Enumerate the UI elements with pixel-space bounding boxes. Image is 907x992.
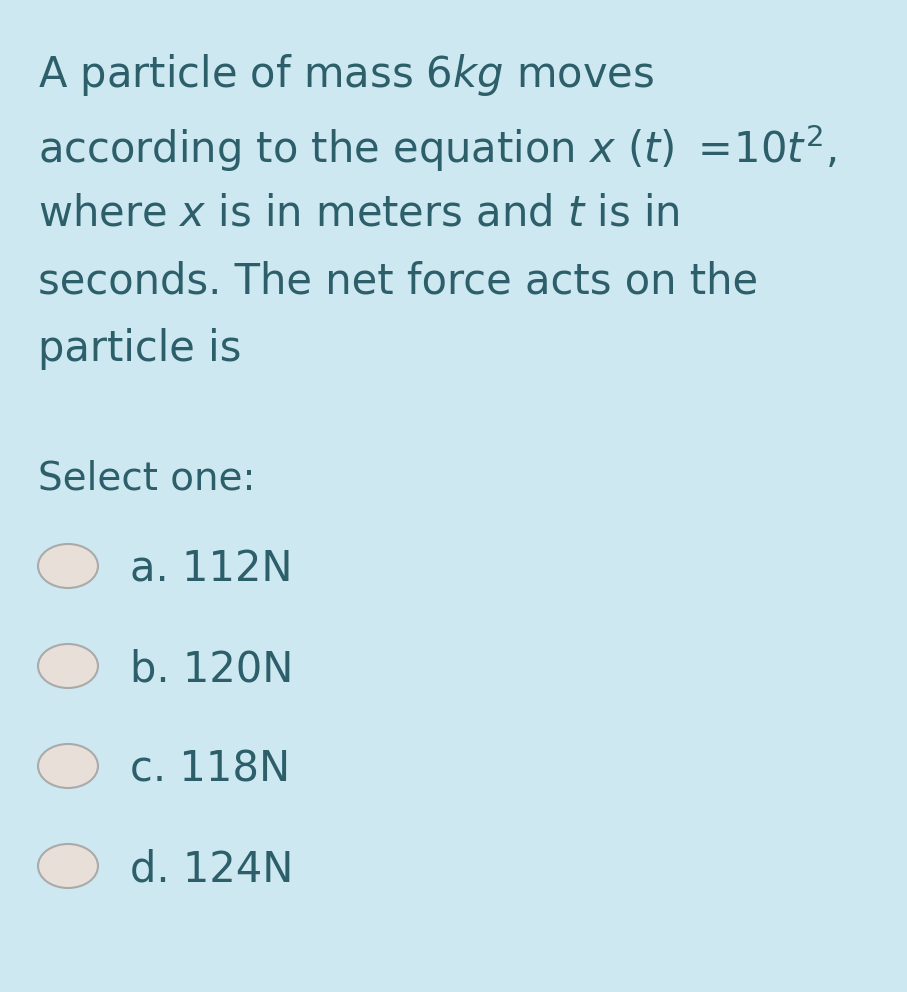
Ellipse shape bbox=[38, 544, 98, 588]
Ellipse shape bbox=[38, 844, 98, 888]
Text: Select one:: Select one: bbox=[38, 460, 256, 498]
Ellipse shape bbox=[38, 744, 98, 788]
Text: seconds. The net force acts on the: seconds. The net force acts on the bbox=[38, 260, 758, 302]
Text: according to the equation $\mathit{x}$ $(\mathit{t})$ $=\!10\mathit{t}^{2},$: according to the equation $\mathit{x}$ $… bbox=[38, 122, 836, 174]
Text: b. 120N: b. 120N bbox=[130, 648, 293, 690]
Ellipse shape bbox=[38, 644, 98, 688]
Text: c. 118N: c. 118N bbox=[130, 748, 290, 790]
Text: d. 124N: d. 124N bbox=[130, 848, 293, 890]
Text: where $\mathit{x}$ is in meters and $\mathit{t}$ is in: where $\mathit{x}$ is in meters and $\ma… bbox=[38, 192, 679, 234]
Text: A particle of mass $\mathit{6kg}$ moves: A particle of mass $\mathit{6kg}$ moves bbox=[38, 52, 654, 98]
Text: particle is: particle is bbox=[38, 328, 241, 370]
Text: a. 112N: a. 112N bbox=[130, 548, 292, 590]
